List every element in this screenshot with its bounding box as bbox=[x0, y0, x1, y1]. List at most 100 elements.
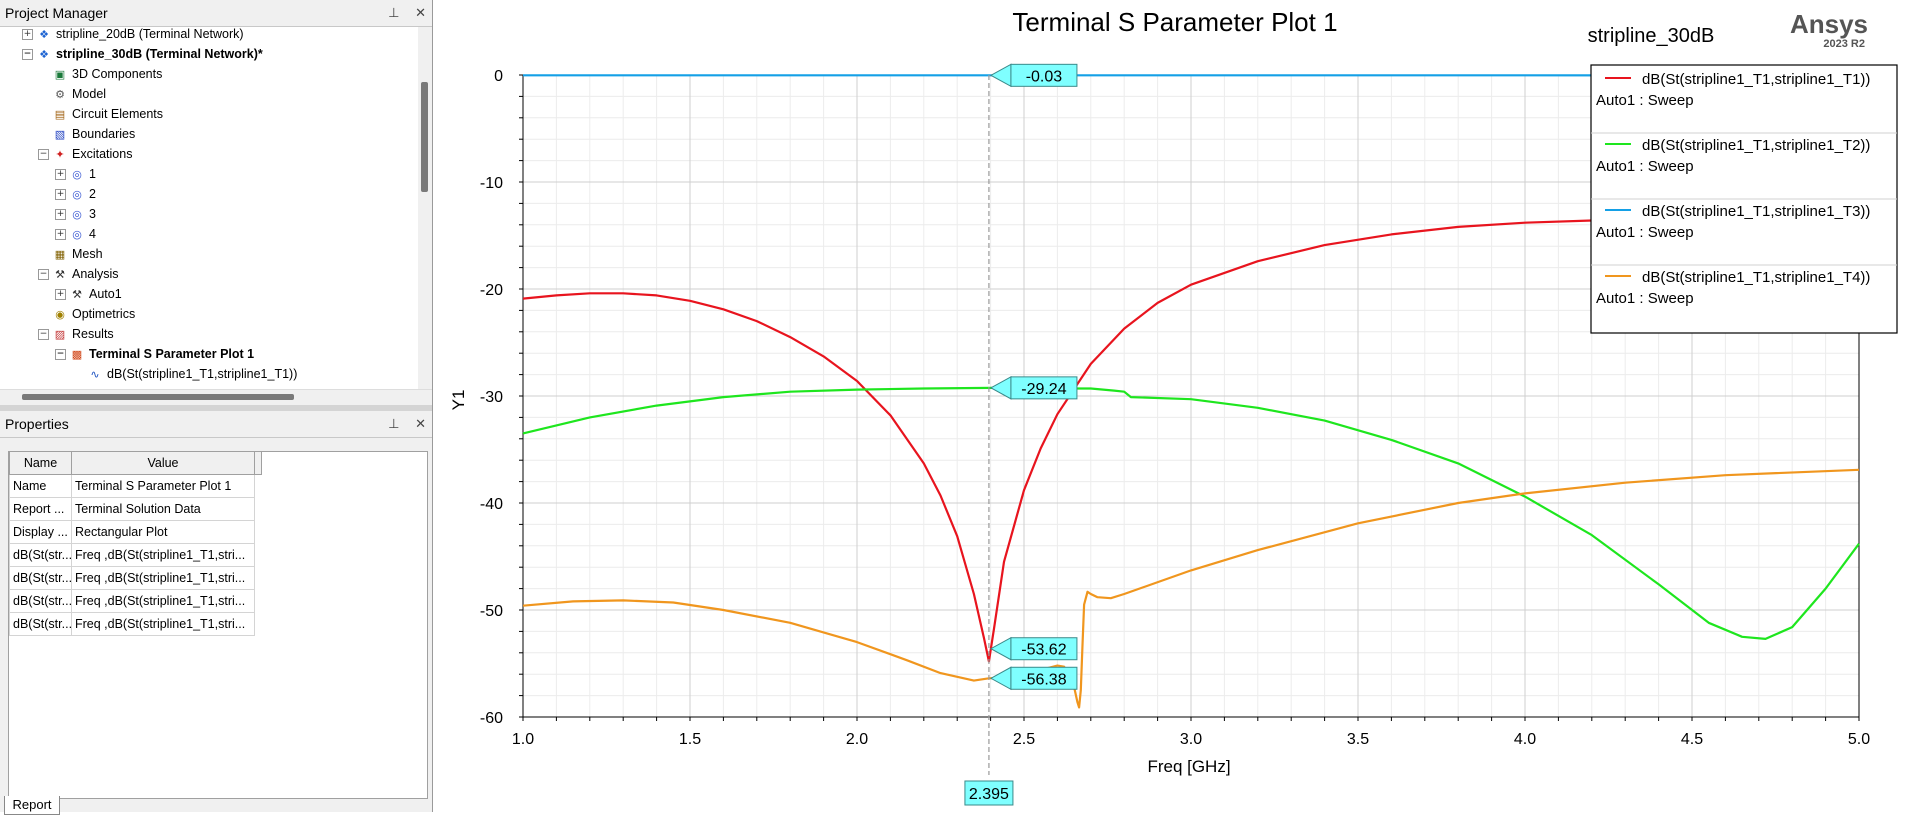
column-header[interactable]: Value bbox=[72, 452, 255, 475]
report-plot-icon: ▩ bbox=[70, 348, 84, 361]
property-value[interactable]: Rectangular Plot bbox=[72, 521, 255, 544]
property-name: Display ... bbox=[10, 521, 72, 544]
column-header[interactable]: Name bbox=[10, 452, 72, 475]
property-row[interactable]: Report ...Terminal Solution Data bbox=[10, 498, 262, 521]
tree-node[interactable]: −▨Results bbox=[38, 324, 114, 344]
tree-node[interactable]: + ◎ 1 bbox=[55, 164, 96, 184]
tree-node-label: stripline_20dB (Terminal Network) bbox=[56, 27, 244, 41]
y-tick-label: -60 bbox=[480, 710, 503, 727]
y-tick-label: -10 bbox=[480, 175, 503, 192]
property-value[interactable]: Freq ,dB(St(stripline1_T1,stri... bbox=[72, 613, 255, 636]
collapse-icon[interactable]: − bbox=[38, 329, 49, 340]
tree-node[interactable]: +❖stripline_20dB (Terminal Network) bbox=[22, 27, 244, 44]
tree-node[interactable]: ▤Circuit Elements bbox=[38, 104, 163, 124]
expand-icon[interactable]: + bbox=[55, 209, 66, 220]
property-row[interactable]: Display ...Rectangular Plot bbox=[10, 521, 262, 544]
tree-node-label: stripline_30dB (Terminal Network)* bbox=[56, 47, 263, 61]
property-value[interactable]: Terminal Solution Data bbox=[72, 498, 255, 521]
tree-node[interactable]: −▩Terminal S Parameter Plot 1 bbox=[55, 344, 254, 364]
terminal-port-icon: ◎ bbox=[70, 168, 84, 181]
tree-node[interactable]: −⚒Analysis bbox=[38, 264, 119, 284]
project-manager-title: Project Manager bbox=[5, 5, 108, 21]
tree-vertical-scrollbar[interactable] bbox=[418, 27, 432, 389]
property-row[interactable]: dB(St(str...Freq ,dB(St(stripline1_T1,st… bbox=[10, 544, 262, 567]
optimetrics-icon: ◉ bbox=[53, 308, 67, 321]
tree-node-label: 1 bbox=[89, 167, 96, 181]
property-name: Report ... bbox=[10, 498, 72, 521]
x-axis-label: Freq [GHz] bbox=[1147, 757, 1230, 776]
tree-node[interactable]: ▧Boundaries bbox=[38, 124, 135, 144]
tree-node[interactable]: ∿dB(St(stripline1_T1,stripline1_T1)) bbox=[73, 364, 297, 384]
property-name: dB(St(str... bbox=[10, 567, 72, 590]
property-row[interactable]: dB(St(str...Freq ,dB(St(stripline1_T1,st… bbox=[10, 613, 262, 636]
property-name: dB(St(str... bbox=[10, 613, 72, 636]
tree-node[interactable]: +◎3 bbox=[55, 204, 96, 224]
y-tick-label: -50 bbox=[480, 603, 503, 620]
tree-node[interactable]: +◎2 bbox=[55, 184, 96, 204]
x-tick-label: 5.0 bbox=[1848, 731, 1870, 748]
expand-icon[interactable]: + bbox=[55, 289, 66, 300]
cursor-x-label: 2.395 bbox=[969, 786, 1009, 803]
x-tick-label: 1.0 bbox=[512, 731, 534, 748]
collapse-icon[interactable]: − bbox=[38, 149, 49, 160]
x-tick-label: 3.0 bbox=[1180, 731, 1202, 748]
y-tick-label: -20 bbox=[480, 282, 503, 299]
expand-icon[interactable]: + bbox=[55, 169, 66, 180]
tree-node[interactable]: +◎4 bbox=[55, 224, 96, 244]
expand-icon[interactable]: + bbox=[55, 189, 66, 200]
tree-node[interactable]: ▣3D Components bbox=[38, 64, 162, 84]
pin-icon[interactable]: ⊥ bbox=[388, 5, 399, 20]
collapse-icon[interactable]: − bbox=[55, 349, 66, 360]
tree-node[interactable]: −✦Excitations bbox=[38, 144, 132, 164]
scroll-thumb[interactable] bbox=[22, 394, 294, 400]
legend-series-name[interactable]: dB(St(stripline1_T1,stripline1_T1)) bbox=[1642, 71, 1870, 88]
tree-node[interactable]: −❖stripline_30dB (Terminal Network)* bbox=[22, 44, 263, 64]
collapse-icon[interactable]: − bbox=[22, 49, 33, 60]
expand-icon[interactable]: + bbox=[55, 229, 66, 240]
property-value[interactable]: Freq ,dB(St(stripline1_T1,stri... bbox=[72, 590, 255, 613]
property-value[interactable]: Freq ,dB(St(stripline1_T1,stri... bbox=[72, 544, 255, 567]
trace-icon: ∿ bbox=[88, 368, 102, 381]
legend-series-name[interactable]: dB(St(stripline1_T1,stripline1_T4)) bbox=[1642, 269, 1870, 286]
tree-node[interactable]: +⚒Auto1 bbox=[55, 284, 122, 304]
property-row[interactable]: dB(St(str...Freq ,dB(St(stripline1_T1,st… bbox=[10, 567, 262, 590]
scroll-thumb[interactable] bbox=[421, 82, 428, 192]
marker-pointer bbox=[991, 64, 1011, 86]
property-row[interactable]: dB(St(str...Freq ,dB(St(stripline1_T1,st… bbox=[10, 590, 262, 613]
tree-node[interactable]: ◉Optimetrics bbox=[38, 304, 135, 324]
legend-series-name[interactable]: dB(St(stripline1_T1,stripline1_T2)) bbox=[1642, 137, 1870, 154]
legend-series-name[interactable]: dB(St(stripline1_T1,stripline1_T3)) bbox=[1642, 203, 1870, 220]
tree-horizontal-scrollbar[interactable] bbox=[0, 389, 432, 404]
boundaries-icon: ▧ bbox=[53, 128, 67, 141]
property-value[interactable]: Freq ,dB(St(stripline1_T1,stri... bbox=[72, 567, 255, 590]
property-value[interactable]: Terminal S Parameter Plot 1 bbox=[72, 475, 255, 498]
close-icon[interactable]: ✕ bbox=[415, 416, 426, 431]
tree-node[interactable]: ▦Mesh bbox=[38, 244, 103, 264]
collapse-icon[interactable]: − bbox=[38, 269, 49, 280]
marker-pointer bbox=[991, 667, 1011, 689]
legend[interactable]: dB(St(stripline1_T1,stripline1_T1)) Auto1… bbox=[1591, 65, 1897, 333]
close-icon[interactable]: ✕ bbox=[415, 5, 426, 20]
project-tree: +❖stripline_20dB (Terminal Network)−❖str… bbox=[0, 27, 418, 389]
report-tab[interactable]: Report bbox=[4, 796, 60, 815]
expand-icon[interactable]: + bbox=[22, 29, 33, 40]
legend-sweep-label: Auto1 : Sweep bbox=[1596, 92, 1694, 109]
ansys-logo: Ansys bbox=[1790, 9, 1868, 39]
tree-node-label: Analysis bbox=[72, 267, 119, 281]
marker-value-label: -53.62 bbox=[1021, 642, 1066, 659]
tree-node[interactable]: ⚙Model bbox=[38, 84, 106, 104]
y-tick-label: 0 bbox=[494, 68, 503, 85]
terminal-port-icon: ◎ bbox=[70, 188, 84, 201]
design-name-label: stripline_30dB bbox=[1588, 25, 1715, 47]
project-manager-header: Project Manager ⊥ ✕ bbox=[0, 0, 432, 27]
pin-icon[interactable]: ⊥ bbox=[388, 416, 399, 431]
x-tick-label: 1.5 bbox=[679, 731, 701, 748]
column-header[interactable] bbox=[255, 452, 262, 475]
3d-components-icon: ▣ bbox=[53, 68, 67, 81]
marker-value-label: -56.38 bbox=[1021, 671, 1066, 688]
